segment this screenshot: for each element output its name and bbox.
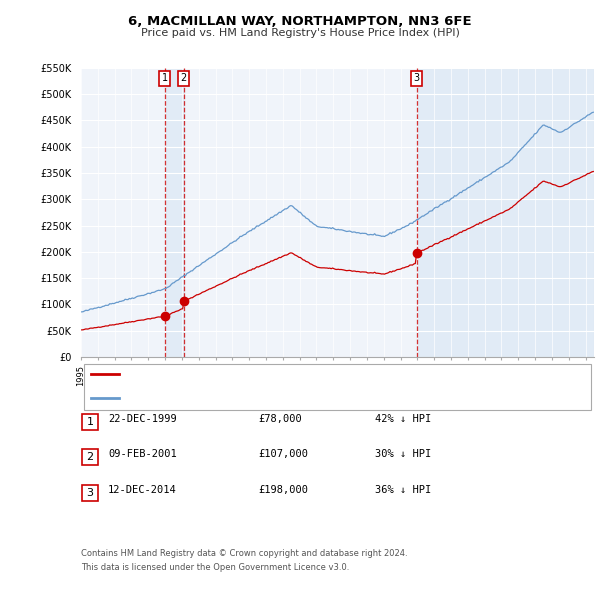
FancyBboxPatch shape: [82, 450, 98, 465]
Text: HPI: Average price, detached house, West Northamptonshire: HPI: Average price, detached house, West…: [127, 394, 424, 404]
Text: Price paid vs. HM Land Registry's House Price Index (HPI): Price paid vs. HM Land Registry's House …: [140, 28, 460, 38]
Text: £78,000: £78,000: [258, 414, 302, 424]
Text: This data is licensed under the Open Government Licence v3.0.: This data is licensed under the Open Gov…: [81, 563, 349, 572]
Text: 42% ↓ HPI: 42% ↓ HPI: [375, 414, 431, 424]
Text: 1: 1: [86, 417, 94, 427]
Bar: [164, 68, 184, 357]
Bar: [416, 68, 594, 357]
Text: 3: 3: [413, 73, 419, 83]
Text: 1: 1: [161, 73, 167, 83]
Text: 6, MACMILLAN WAY, NORTHAMPTON, NN3 6FE: 6, MACMILLAN WAY, NORTHAMPTON, NN3 6FE: [128, 15, 472, 28]
Text: 6, MACMILLAN WAY, NORTHAMPTON, NN3 6FE (detached house): 6, MACMILLAN WAY, NORTHAMPTON, NN3 6FE (…: [127, 369, 442, 379]
Text: 30% ↓ HPI: 30% ↓ HPI: [375, 450, 431, 459]
FancyBboxPatch shape: [82, 414, 98, 430]
Text: 36% ↓ HPI: 36% ↓ HPI: [375, 485, 431, 494]
Text: 3: 3: [86, 488, 94, 497]
Text: 2: 2: [86, 453, 94, 462]
FancyBboxPatch shape: [83, 363, 592, 411]
FancyBboxPatch shape: [82, 485, 98, 500]
Text: Contains HM Land Registry data © Crown copyright and database right 2024.: Contains HM Land Registry data © Crown c…: [81, 549, 407, 558]
Text: £107,000: £107,000: [258, 450, 308, 459]
Text: £198,000: £198,000: [258, 485, 308, 494]
Text: 12-DEC-2014: 12-DEC-2014: [108, 485, 177, 494]
Text: 22-DEC-1999: 22-DEC-1999: [108, 414, 177, 424]
Text: 09-FEB-2001: 09-FEB-2001: [108, 450, 177, 459]
Text: 2: 2: [181, 73, 187, 83]
